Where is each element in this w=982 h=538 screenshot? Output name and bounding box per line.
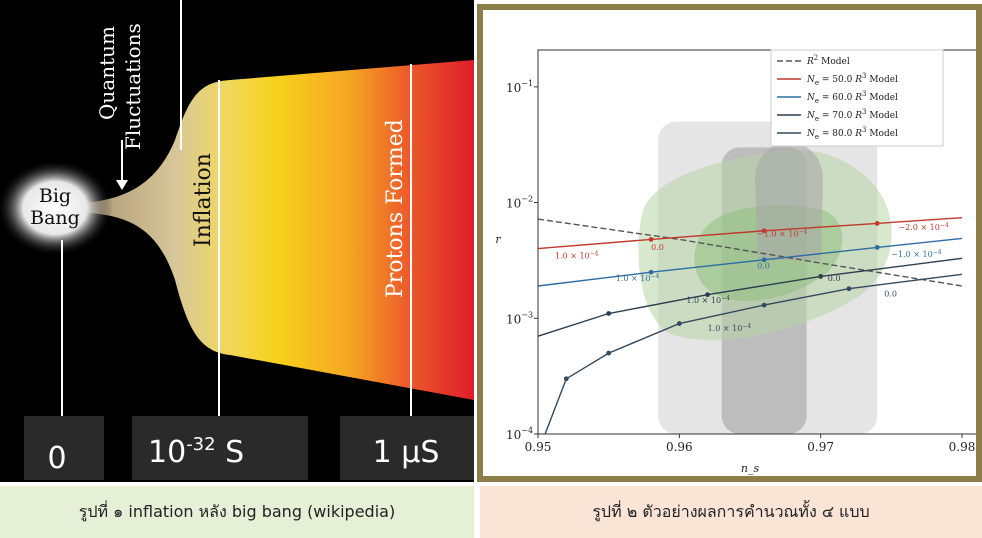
big-bang-label-2: Bang bbox=[30, 207, 80, 229]
point-annotation-5: 0.0 bbox=[757, 261, 770, 270]
ns-r-chart: 1.0 × 10−4 0.0 −1.0 × 10−4 −2.0 × 10−4 1.0 ×… bbox=[495, 49, 981, 475]
grey-contour-inner bbox=[755, 142, 823, 260]
legend-label-1: Ne = 50.0 R3 Model bbox=[806, 72, 898, 87]
timeline-label-2: 1 μS bbox=[373, 435, 440, 470]
x-tick-label-3: 0.98 bbox=[949, 440, 976, 454]
universe-expansion-shape bbox=[60, 60, 474, 400]
series-point-1-0 bbox=[648, 237, 654, 242]
ns-r-chart-panel: 1.0 × 10−4 0.0 −1.0 × 10−4 −2.0 × 10−4 1.0 ×… bbox=[477, 4, 982, 482]
quantum-label: Quantum bbox=[95, 26, 119, 120]
series-point-4-4 bbox=[846, 286, 852, 292]
point-annotation-8: 0.0 bbox=[828, 274, 841, 283]
legend-label-2: Ne = 60.0 R3 Model bbox=[806, 90, 898, 105]
big-bang-glow bbox=[0, 160, 113, 256]
series-point-3-0 bbox=[606, 311, 612, 316]
inflation-label: Inflation bbox=[191, 153, 216, 247]
point-annotation-10: 0.0 bbox=[884, 289, 897, 298]
timeline-box-2 bbox=[340, 416, 474, 480]
series-point-3-2 bbox=[818, 274, 824, 279]
x-tick-label-2: 0.97 bbox=[807, 440, 834, 454]
caption-left: รูปที่ ๑ inflation หลัง big bang (wikipe… bbox=[0, 486, 474, 538]
legend-label-4: Ne = 80.0 R3 Model bbox=[806, 126, 898, 141]
point-annotation-1: 0.0 bbox=[651, 243, 664, 252]
series-point-3-1 bbox=[705, 292, 710, 298]
point-annotation-3: −2.0 × 10−4 bbox=[898, 222, 948, 232]
x-tick-label-0: 0.95 bbox=[525, 440, 552, 454]
series-point-2-1 bbox=[761, 257, 767, 263]
x-tick-label-1: 0.96 bbox=[666, 440, 693, 454]
series-point-4-3 bbox=[761, 302, 767, 308]
legend-label-0: R2 Model bbox=[806, 54, 850, 67]
timeline-box-1 bbox=[132, 416, 308, 480]
point-annotation-9: 1.0 × 10−4 bbox=[708, 323, 752, 333]
point-annotation-0: 1.0 × 10−4 bbox=[555, 250, 599, 260]
legend-label-3: Ne = 70.0 R3 Model bbox=[806, 108, 898, 123]
series-point-2-0 bbox=[648, 269, 654, 275]
series-point-2-2 bbox=[874, 244, 880, 250]
big-bang-label: Big bbox=[39, 185, 71, 207]
series-point-4-0 bbox=[563, 376, 569, 382]
series-point-1-1 bbox=[761, 228, 767, 234]
y-axis-label: r bbox=[495, 233, 501, 246]
y-tick-label-1: 10−3 bbox=[506, 310, 533, 326]
y-tick-label-0: 10−4 bbox=[506, 426, 533, 442]
fluctuations-label: Fluctuations bbox=[121, 23, 145, 150]
timeline-box-0 bbox=[24, 416, 104, 480]
big-bang-illustration: Big Bang Quantum Fluctuations Inflation … bbox=[0, 0, 474, 482]
x-axis-label: n_s bbox=[741, 462, 760, 475]
point-annotation-4: 1.0 × 10−4 bbox=[616, 273, 660, 283]
y-tick-label-2: 10−2 bbox=[506, 195, 533, 211]
point-annotation-2: −1.0 × 10−4 bbox=[757, 228, 807, 238]
series-point-4-1 bbox=[606, 350, 612, 356]
series-point-4-2 bbox=[676, 321, 682, 326]
protons-formed-label: Protons Formed bbox=[383, 119, 408, 298]
timeline-label-0: 0 bbox=[47, 441, 66, 476]
timeline-label-1: 10-32 S bbox=[148, 434, 244, 470]
y-tick-label-3: 10−1 bbox=[506, 79, 533, 95]
point-annotation-6: −1.0 × 10−4 bbox=[891, 249, 941, 259]
legend-box bbox=[770, 49, 944, 147]
fluctuations-arrowhead bbox=[116, 180, 128, 190]
inflation-diagram: Big Bang Quantum Fluctuations Inflation … bbox=[0, 0, 474, 480]
caption-right: รูปที่ ๒ ตัวอย่างผลการคำนวณทั้ง ๔ แบบ bbox=[480, 486, 982, 538]
series-point-1-2 bbox=[874, 221, 880, 226]
point-annotation-7: 1.0 × 10−4 bbox=[686, 295, 730, 305]
